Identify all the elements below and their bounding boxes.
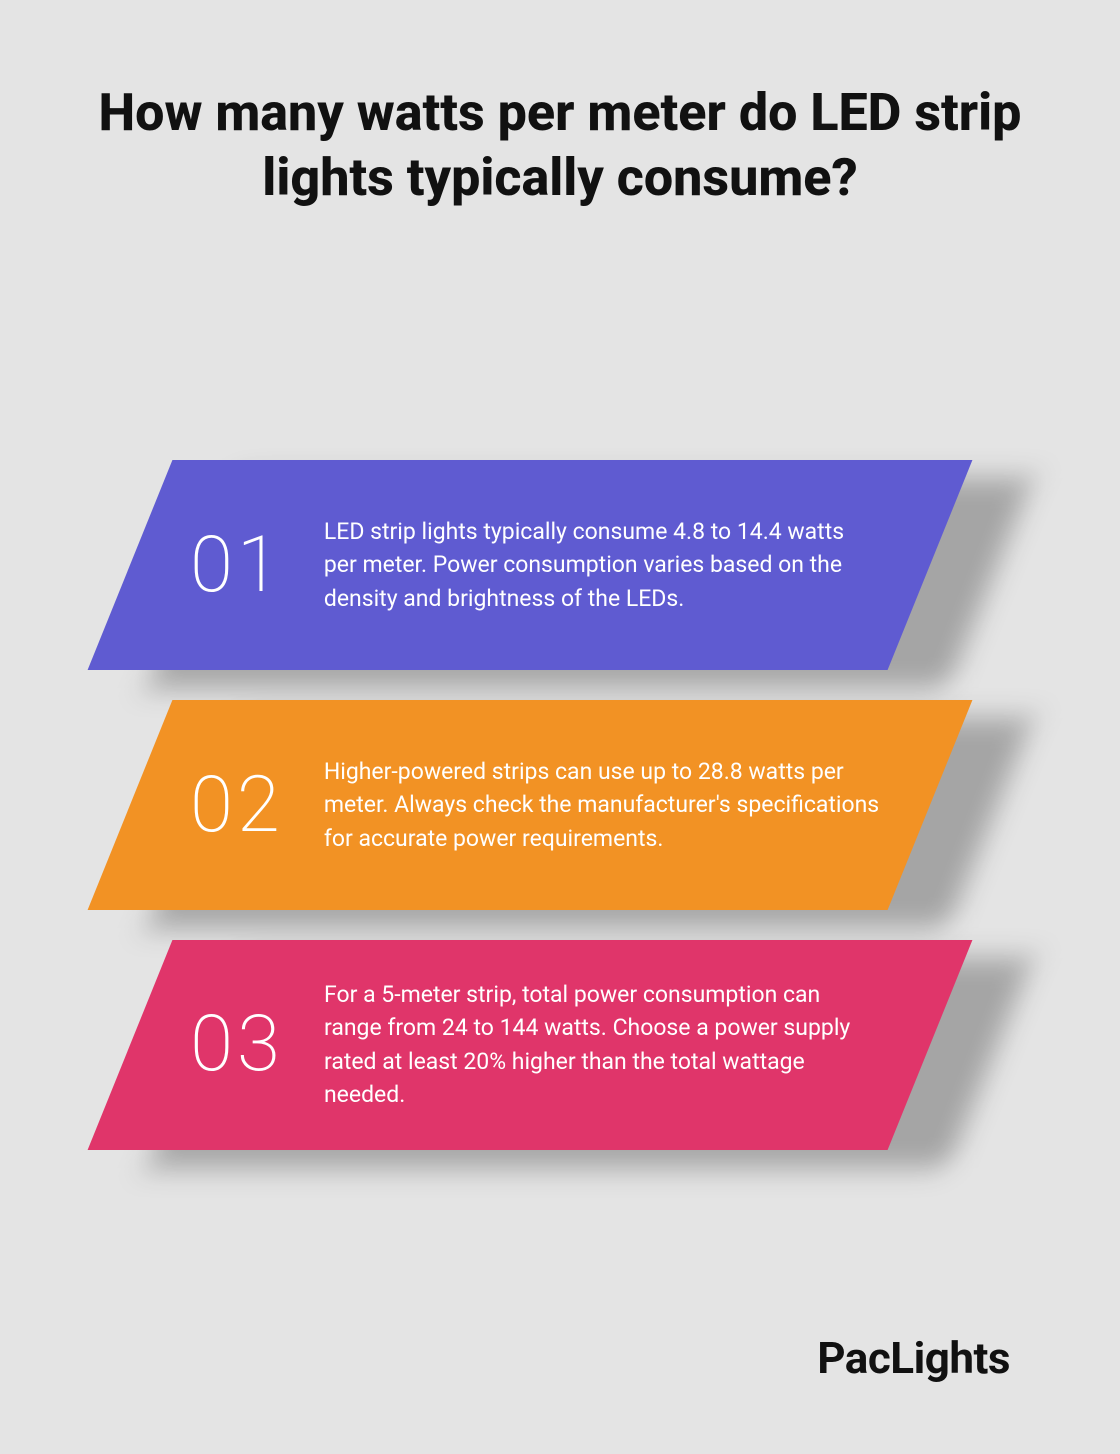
card-3: 03 For a 5-meter strip, total power cons… [130,940,990,1150]
card-text: LED strip lights typically consume 4.8 t… [324,515,900,615]
brand-logo: PacLights [817,1332,1010,1384]
card-shape: 03 For a 5-meter strip, total power cons… [88,940,973,1150]
card-2: 02 Higher-powered strips can use up to 2… [130,700,990,910]
card-shape: 01 LED strip lights typically consume 4.… [88,460,973,670]
card-number: 03 [190,1000,284,1091]
card-number: 01 [190,520,284,611]
card-number: 02 [190,760,284,851]
page-title: How many watts per meter do LED strip li… [0,0,1120,210]
card-text: For a 5-meter strip, total power consump… [324,978,900,1111]
cards-container: 01 LED strip lights typically consume 4.… [0,460,1120,1180]
card-shape: 02 Higher-powered strips can use up to 2… [88,700,973,910]
card-text: Higher-powered strips can use up to 28.8… [324,755,900,855]
card-1: 01 LED strip lights typically consume 4.… [130,460,990,670]
